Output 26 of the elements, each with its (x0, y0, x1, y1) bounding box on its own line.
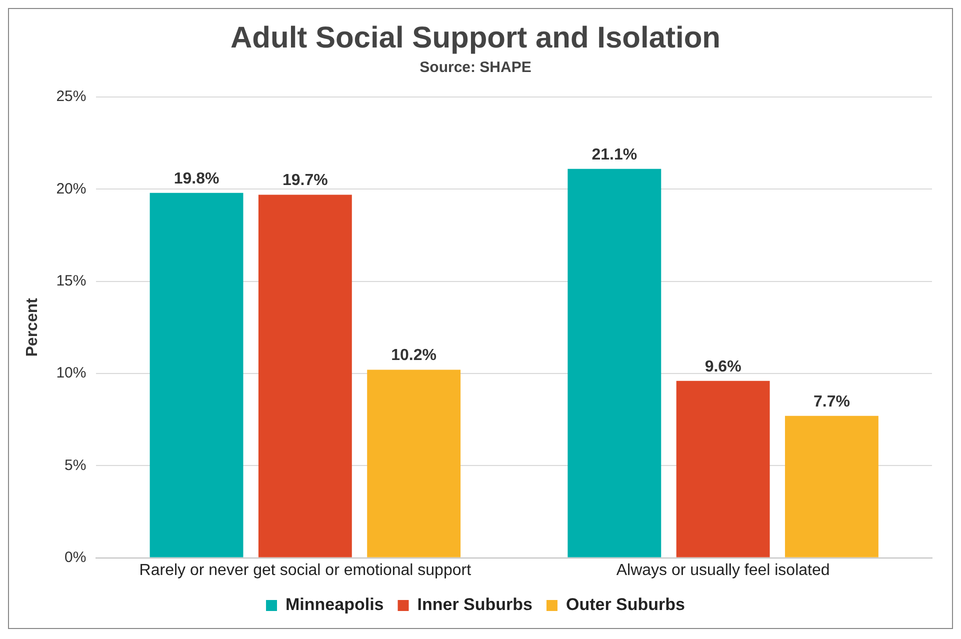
bar (367, 370, 461, 558)
data-label: 10.2% (391, 347, 437, 364)
legend-label: Minneapolis (286, 595, 384, 614)
y-tick-label: 5% (64, 456, 86, 474)
data-label: 9.6% (704, 358, 742, 376)
chart-title: Adult Social Support and Isolation (230, 21, 721, 54)
bar (150, 192, 244, 558)
y-tick-label: 0% (64, 548, 86, 566)
data-label: 19.7% (282, 172, 328, 190)
data-label: 21.1% (592, 146, 638, 164)
legend-label: Outer Suburbs (566, 595, 685, 614)
legend-label: Inner Suburbs (417, 595, 532, 614)
bar (258, 194, 352, 558)
x-tick-label: Rarely or never get social or emotional support (139, 562, 472, 579)
y-tick-label: 15% (56, 272, 86, 290)
y-tick-label: 10% (56, 364, 86, 382)
data-label: 19.8% (174, 170, 220, 188)
bar (676, 380, 770, 558)
bar (784, 416, 878, 558)
bar (568, 168, 662, 558)
x-tick-label: Always or usually feel isolated (616, 562, 830, 579)
y-axis-title: Percent (24, 297, 42, 357)
y-tick-label: 20% (56, 180, 86, 198)
data-label: 7.7% (813, 393, 850, 410)
y-tick-label: 25% (56, 88, 86, 106)
chart-subtitle: Source: SHAPE (420, 59, 532, 76)
